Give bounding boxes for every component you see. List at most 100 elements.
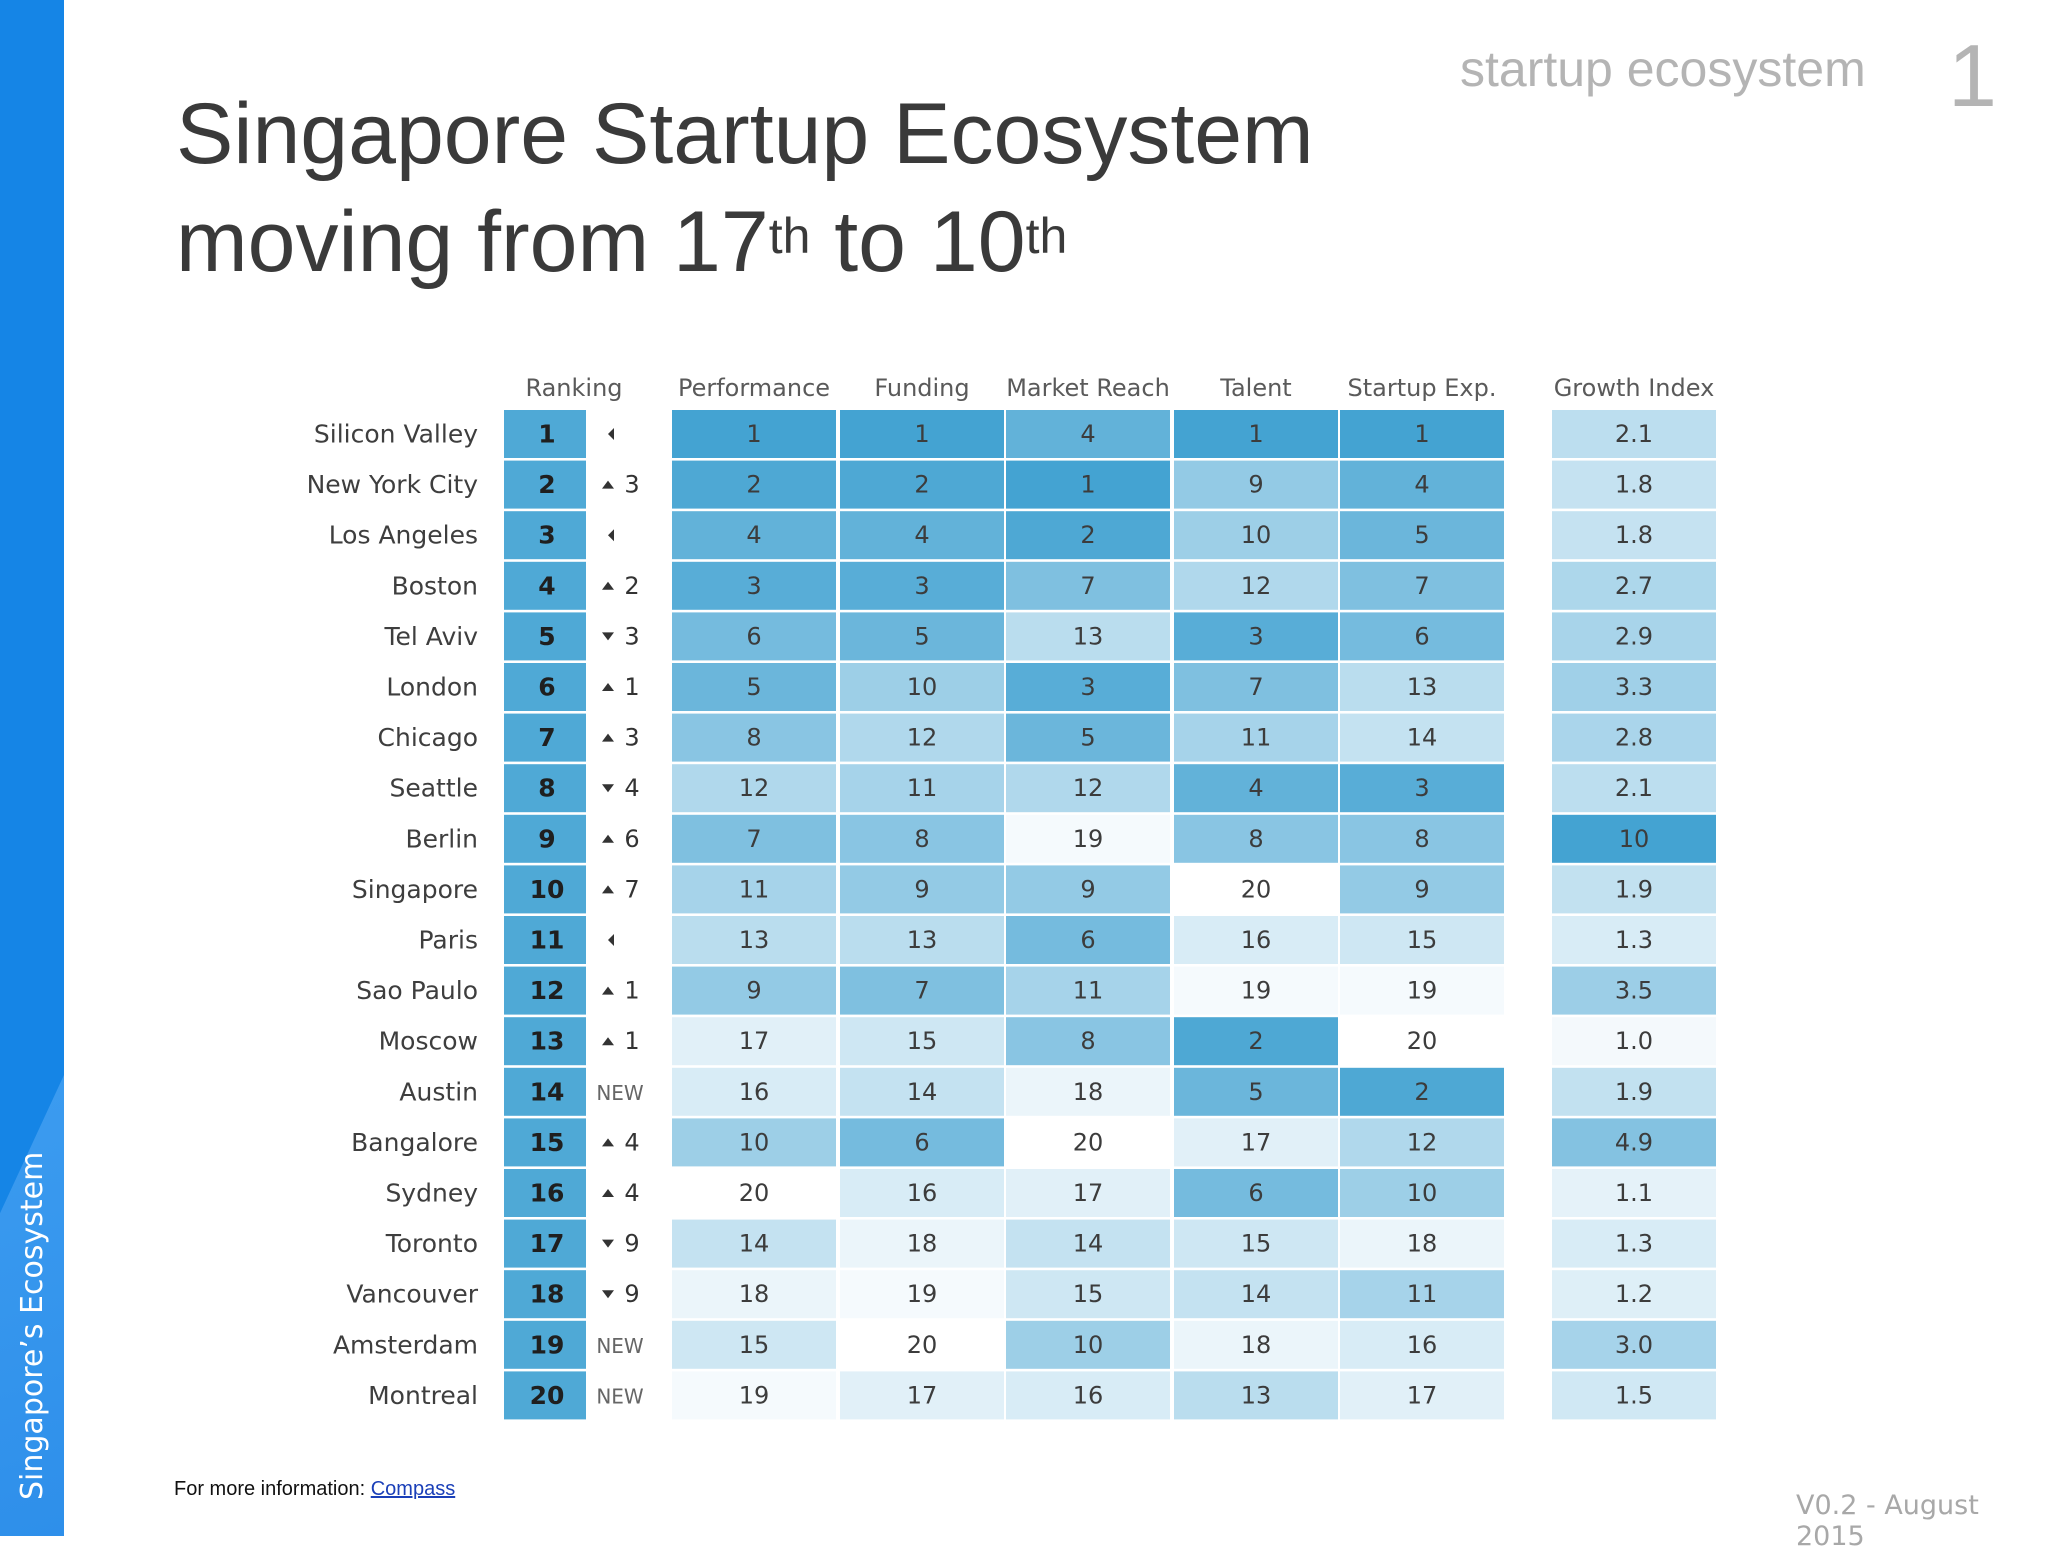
rank-change: NEW (596, 1334, 644, 1358)
heat-value: 9 (1414, 875, 1429, 903)
heat-value: 17 (1241, 1128, 1272, 1156)
heat-cell (1340, 1371, 1504, 1420)
heat-value: 18 (1241, 1331, 1272, 1359)
heat-value: 12 (907, 724, 938, 752)
heat-cell (1340, 1270, 1504, 1319)
up-arrow-icon (602, 480, 614, 489)
rank-change: 6 (624, 825, 639, 853)
heat-cell (672, 663, 836, 711)
heat-cell (1006, 663, 1170, 711)
compass-link[interactable]: Compass (370, 1478, 456, 1500)
heat-cell (1006, 966, 1170, 1015)
rank-value: 7 (538, 723, 555, 752)
heat-cell (1006, 460, 1170, 509)
heat-value: 9 (914, 875, 929, 903)
rank-cell (504, 764, 586, 813)
heat-cell (1174, 663, 1338, 711)
city-label: Sydney (385, 1179, 478, 1208)
heat-cell (672, 814, 836, 863)
heat-cell (1174, 764, 1338, 813)
rank-value: 10 (530, 875, 565, 904)
growth-cell (1552, 663, 1716, 711)
heat-cell (1006, 814, 1170, 863)
heat-value: 14 (739, 1230, 770, 1258)
column-header: Growth Index (1554, 374, 1715, 402)
column-header: Talent (1219, 374, 1291, 402)
heat-value: 11 (1407, 1280, 1438, 1308)
heat-cell (840, 663, 1004, 711)
rank-change: NEW (596, 1384, 644, 1408)
up-arrow-icon (602, 581, 614, 590)
heat-value: 13 (907, 926, 938, 954)
growth-cell (1552, 460, 1716, 509)
heat-cell (840, 561, 1004, 610)
growth-cell (1552, 1118, 1716, 1167)
growth-cell (1552, 561, 1716, 610)
heat-cell (840, 1169, 1004, 1217)
growth-cell (1552, 814, 1716, 863)
heat-value: 16 (739, 1078, 770, 1106)
growth-cell (1552, 1371, 1716, 1420)
heat-value: 13 (1241, 1381, 1272, 1409)
growth-value: 2.7 (1615, 572, 1653, 600)
heat-value: 14 (1241, 1280, 1272, 1308)
heat-cell (672, 410, 836, 458)
down-arrow-icon (602, 632, 614, 641)
rank-cell (504, 1320, 586, 1369)
heat-value: 14 (907, 1078, 938, 1106)
footer-info: For more information: Compass (174, 1478, 455, 1501)
heat-cell (1174, 966, 1338, 1015)
heat-cell (840, 1219, 1004, 1268)
rank-cell (504, 865, 586, 914)
heat-value: 18 (907, 1230, 938, 1258)
heat-value: 10 (1073, 1331, 1104, 1359)
heat-value: 20 (1073, 1128, 1104, 1156)
heat-value: 9 (1248, 471, 1263, 499)
growth-value: 3.0 (1615, 1331, 1653, 1359)
heat-value: 20 (1241, 875, 1272, 903)
heat-value: 17 (907, 1381, 938, 1409)
heat-value: 6 (914, 1128, 929, 1156)
heat-cell (1174, 713, 1338, 762)
heat-value: 19 (739, 1381, 770, 1409)
heat-cell (1174, 511, 1338, 560)
heat-value: 5 (1414, 521, 1429, 549)
rank-value: 17 (530, 1229, 565, 1258)
heat-value: 19 (1407, 977, 1438, 1005)
growth-value: 3.3 (1615, 673, 1653, 701)
heat-value: 4 (746, 521, 761, 549)
up-arrow-icon (602, 834, 614, 843)
heat-value: 16 (1241, 926, 1272, 954)
heat-cell (1174, 1219, 1338, 1268)
heat-value: 2 (1414, 1078, 1429, 1106)
growth-value: 1.2 (1615, 1280, 1653, 1308)
title-line-1: Singapore Startup Ecosystem (176, 86, 1314, 182)
rank-cell (504, 713, 586, 762)
heat-value: 2 (746, 471, 761, 499)
heat-value: 17 (1407, 1381, 1438, 1409)
heat-cell (672, 511, 836, 560)
growth-cell (1552, 966, 1716, 1015)
heat-cell (840, 764, 1004, 813)
heat-value: 11 (1241, 724, 1272, 752)
heat-value: 15 (907, 1027, 938, 1055)
heat-cell (1006, 1017, 1170, 1066)
heat-cell (1174, 1320, 1338, 1369)
rank-cell (504, 663, 586, 711)
heat-cell (672, 966, 836, 1015)
rank-cell (504, 612, 586, 661)
rank-change: 9 (624, 1280, 639, 1308)
heat-value: 10 (1407, 1179, 1438, 1207)
heat-value: 18 (1073, 1078, 1104, 1106)
rank-cell (504, 966, 586, 1015)
heat-cell (1340, 966, 1504, 1015)
heat-cell (672, 1118, 836, 1167)
heat-value: 1 (1080, 471, 1095, 499)
heat-cell (1006, 916, 1170, 964)
heat-value: 6 (1414, 622, 1429, 650)
heat-cell (672, 713, 836, 762)
heat-value: 12 (1407, 1128, 1438, 1156)
unchanged-icon (608, 529, 614, 542)
heat-value: 12 (1241, 572, 1272, 600)
heat-value: 19 (1241, 977, 1272, 1005)
